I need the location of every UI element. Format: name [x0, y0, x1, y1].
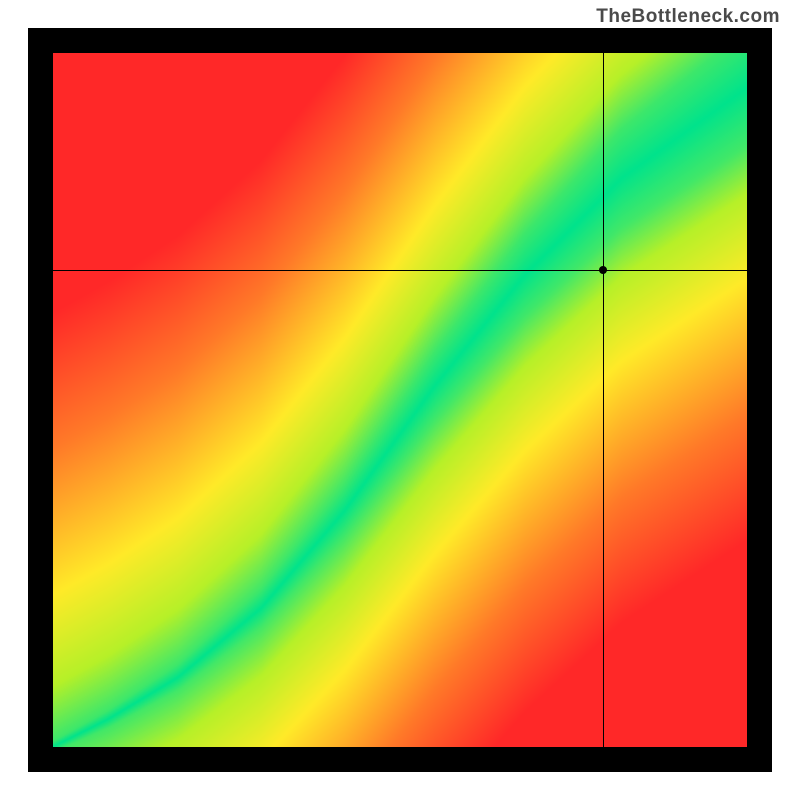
crosshair-marker: [599, 266, 607, 274]
crosshair-vertical: [603, 53, 604, 747]
crosshair-horizontal: [53, 270, 747, 271]
bottleneck-heatmap: [53, 53, 747, 747]
watermark-text: TheBottleneck.com: [596, 6, 780, 28]
chart-frame: [28, 28, 772, 772]
root: TheBottleneck.com: [0, 0, 800, 800]
